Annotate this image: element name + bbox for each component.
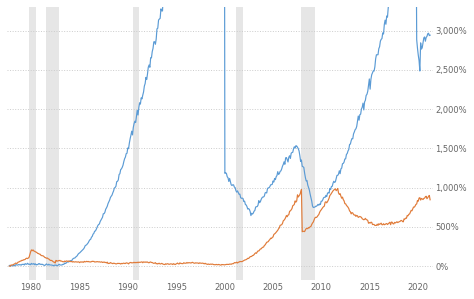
Bar <box>301 7 316 280</box>
Bar <box>46 7 59 280</box>
Bar <box>29 7 36 280</box>
Bar <box>133 7 139 280</box>
Bar <box>236 7 243 280</box>
